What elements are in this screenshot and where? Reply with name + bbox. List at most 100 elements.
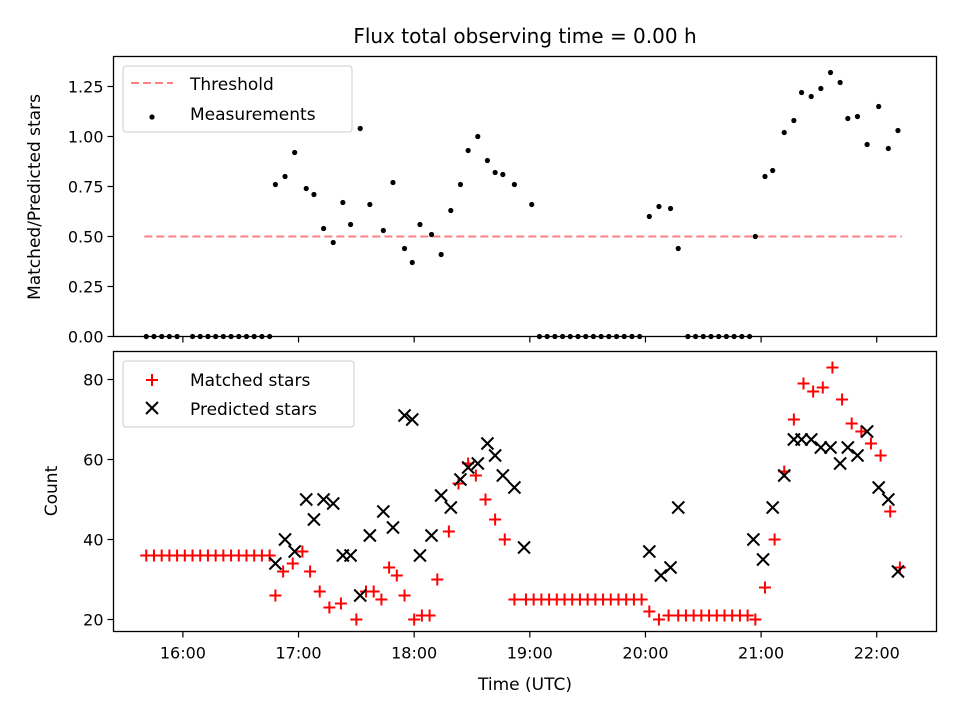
matched-point	[884, 505, 897, 518]
measurement-point	[492, 169, 498, 176]
top-y-axis-label: Matched/Predicted stars	[25, 94, 45, 300]
legend-predicted-label: Predicted stars	[190, 400, 317, 420]
matched-point	[423, 609, 436, 622]
predicted-point	[326, 496, 340, 511]
predicted-point	[413, 548, 427, 563]
measurement-point	[854, 113, 861, 120]
matched-point	[749, 613, 762, 626]
predicted-point	[268, 556, 283, 571]
predicted-point	[376, 504, 391, 519]
matched-point	[304, 565, 317, 578]
predicted-point	[654, 568, 668, 583]
matched-point	[323, 601, 336, 614]
legend-matched-swatch	[146, 374, 158, 386]
top-y-tick-label: 0.25	[68, 278, 104, 297]
matched-point	[508, 593, 521, 606]
matched-point	[874, 449, 887, 462]
predicted-point	[307, 512, 321, 527]
matched-point	[375, 593, 388, 606]
matched-point	[787, 413, 800, 426]
predicted-point	[471, 456, 485, 471]
matched-point	[741, 609, 754, 622]
bottom-x-tick-label: 18:00	[391, 644, 437, 663]
measurement-point	[401, 245, 408, 252]
bottom-y-axis-label: Count	[42, 465, 62, 516]
matched-point	[768, 533, 781, 546]
measurement-point	[876, 103, 882, 110]
predicted-point	[642, 544, 657, 559]
top-y-tick-label: 1.00	[68, 128, 104, 147]
measurement-point	[770, 167, 776, 174]
matched-point	[367, 585, 380, 598]
matched-point	[334, 597, 347, 610]
matched-point	[313, 585, 326, 598]
top-y-tick-label: 0.00	[68, 328, 104, 347]
matched-point	[442, 525, 455, 538]
measurement-point	[845, 115, 851, 122]
measurement-point	[818, 85, 824, 92]
measurement-point	[781, 129, 787, 136]
top-y-tick-label: 1.25	[68, 78, 104, 97]
predicted-point	[405, 412, 419, 427]
bottom-axes-frame	[112, 350, 938, 633]
predicted-point	[823, 440, 838, 455]
predicted-point	[343, 548, 358, 563]
top-axes-frame	[112, 55, 938, 338]
measurement-point	[347, 221, 354, 228]
legend-threshold-label: Threshold	[189, 75, 274, 95]
matched-point	[498, 533, 511, 546]
matched-point	[864, 437, 877, 450]
measurement-point	[292, 149, 298, 156]
predicted-point	[833, 456, 847, 471]
bottom-legend-box	[122, 360, 355, 428]
matched-point	[286, 557, 299, 570]
bottom-x-tick-label: 20:00	[622, 644, 668, 663]
measurement-point	[409, 259, 415, 266]
predicted-point	[804, 432, 818, 447]
predicted-point	[777, 468, 791, 483]
predicted-point	[881, 492, 896, 507]
bottom-legend: Matched stars Predicted stars	[122, 360, 355, 428]
predicted-point	[316, 492, 331, 507]
predicted-point	[397, 408, 412, 423]
predicted-point	[496, 468, 510, 483]
matched-point	[643, 605, 656, 618]
measurement-point	[885, 145, 891, 152]
measurement-point	[357, 125, 363, 132]
measurement-point	[465, 147, 471, 154]
matched-point	[390, 569, 403, 582]
legend-predicted-swatch	[145, 401, 159, 415]
top-y-tick-label: 0.50	[68, 228, 104, 247]
measurement-point	[417, 221, 423, 228]
predicted-point	[756, 552, 770, 567]
predicted-point	[663, 560, 678, 575]
measurement-point	[311, 191, 317, 198]
matched-point	[836, 393, 849, 406]
matched-point	[263, 549, 276, 562]
matched-point	[479, 493, 492, 506]
bottom-y-tick-label: 20	[83, 611, 103, 630]
matched-point	[296, 545, 309, 558]
predicted-point	[891, 564, 905, 579]
measurement-point	[827, 69, 834, 76]
predicted-point	[461, 460, 475, 475]
measurement-point	[448, 207, 454, 214]
matched-point	[816, 381, 829, 394]
matched-point	[652, 613, 665, 626]
matched-point	[269, 589, 282, 602]
matched-point	[452, 477, 465, 490]
predicted-point	[841, 440, 855, 455]
measurement-point	[798, 89, 805, 96]
bottom-x-tick-label: 21:00	[738, 644, 784, 663]
measurement-point	[675, 245, 681, 252]
chart-title: Flux total observing time = 0.00 h	[353, 24, 696, 48]
predicted-point	[424, 528, 439, 543]
bottom-x-tick-label: 16:00	[160, 644, 206, 663]
measurement-point	[500, 171, 506, 178]
predicted-point	[363, 528, 377, 543]
measurement-point	[791, 117, 797, 124]
matched-point	[635, 593, 648, 606]
matched-point	[758, 581, 771, 594]
measurement-point	[330, 239, 336, 246]
matched-point	[807, 385, 820, 398]
